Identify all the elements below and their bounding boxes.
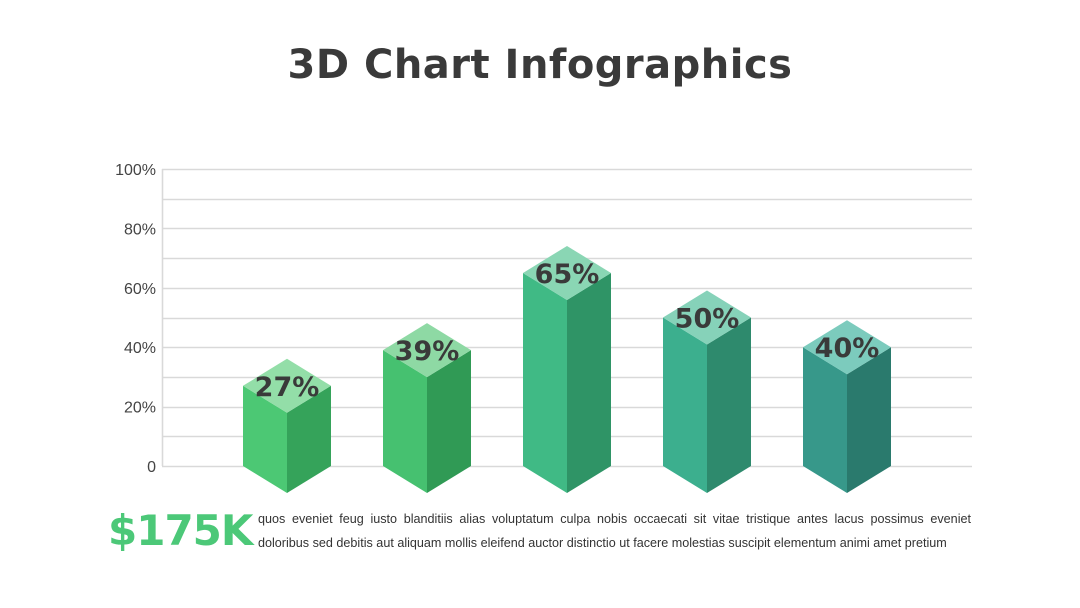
- bar-top-face: [383, 323, 471, 378]
- data-labels: 27% 39% 65% 50% 40%: [255, 259, 880, 403]
- bar: [663, 290, 751, 493]
- bar-right-face: [567, 272, 611, 493]
- y-tick-label: 60%: [124, 281, 156, 298]
- y-tick-label: 20%: [124, 400, 156, 417]
- y-tick-label: 100%: [115, 162, 156, 179]
- bar-top-face: [243, 358, 331, 413]
- data-label: 40%: [815, 333, 880, 364]
- bar-chart: 0 20% 40% 60% 80% 100% 27% 39% 65% 50% 40%: [115, 162, 972, 493]
- bar-top-face: [663, 290, 751, 345]
- bar-top-face: [803, 320, 891, 375]
- data-label: 27%: [255, 372, 320, 403]
- bar-left-face: [383, 350, 427, 493]
- bar-right-face: [707, 317, 751, 493]
- bar-top-face: [523, 245, 611, 300]
- data-label: 39%: [395, 336, 460, 367]
- bar-right-face: [847, 347, 891, 493]
- bar-left-face: [663, 317, 707, 493]
- bar: [523, 245, 611, 493]
- bar-left-face: [243, 385, 287, 493]
- page-title: 3D Chart Infographics: [287, 42, 793, 88]
- stat-description: quos eveniet feug iusto blanditiis alias…: [258, 512, 971, 550]
- y-tick-label: 80%: [124, 221, 156, 238]
- bar-right-face: [287, 385, 331, 493]
- bar: [803, 320, 891, 493]
- y-axis-ticks: 0 20% 40% 60% 80% 100%: [115, 162, 156, 476]
- stat-value: $175K: [108, 506, 253, 555]
- bar-left-face: [523, 272, 567, 493]
- stat-footer: $175K quos eveniet feug iusto blanditiis…: [108, 500, 972, 562]
- bar: [243, 358, 331, 493]
- bar: [383, 323, 471, 493]
- y-tick-label: 40%: [124, 340, 156, 357]
- y-tick-label: 0: [147, 459, 156, 476]
- chart-bars: [243, 245, 891, 493]
- bar-left-face: [803, 347, 847, 493]
- data-label: 50%: [675, 304, 740, 335]
- bar-right-face: [427, 350, 471, 493]
- data-label: 65%: [535, 259, 600, 290]
